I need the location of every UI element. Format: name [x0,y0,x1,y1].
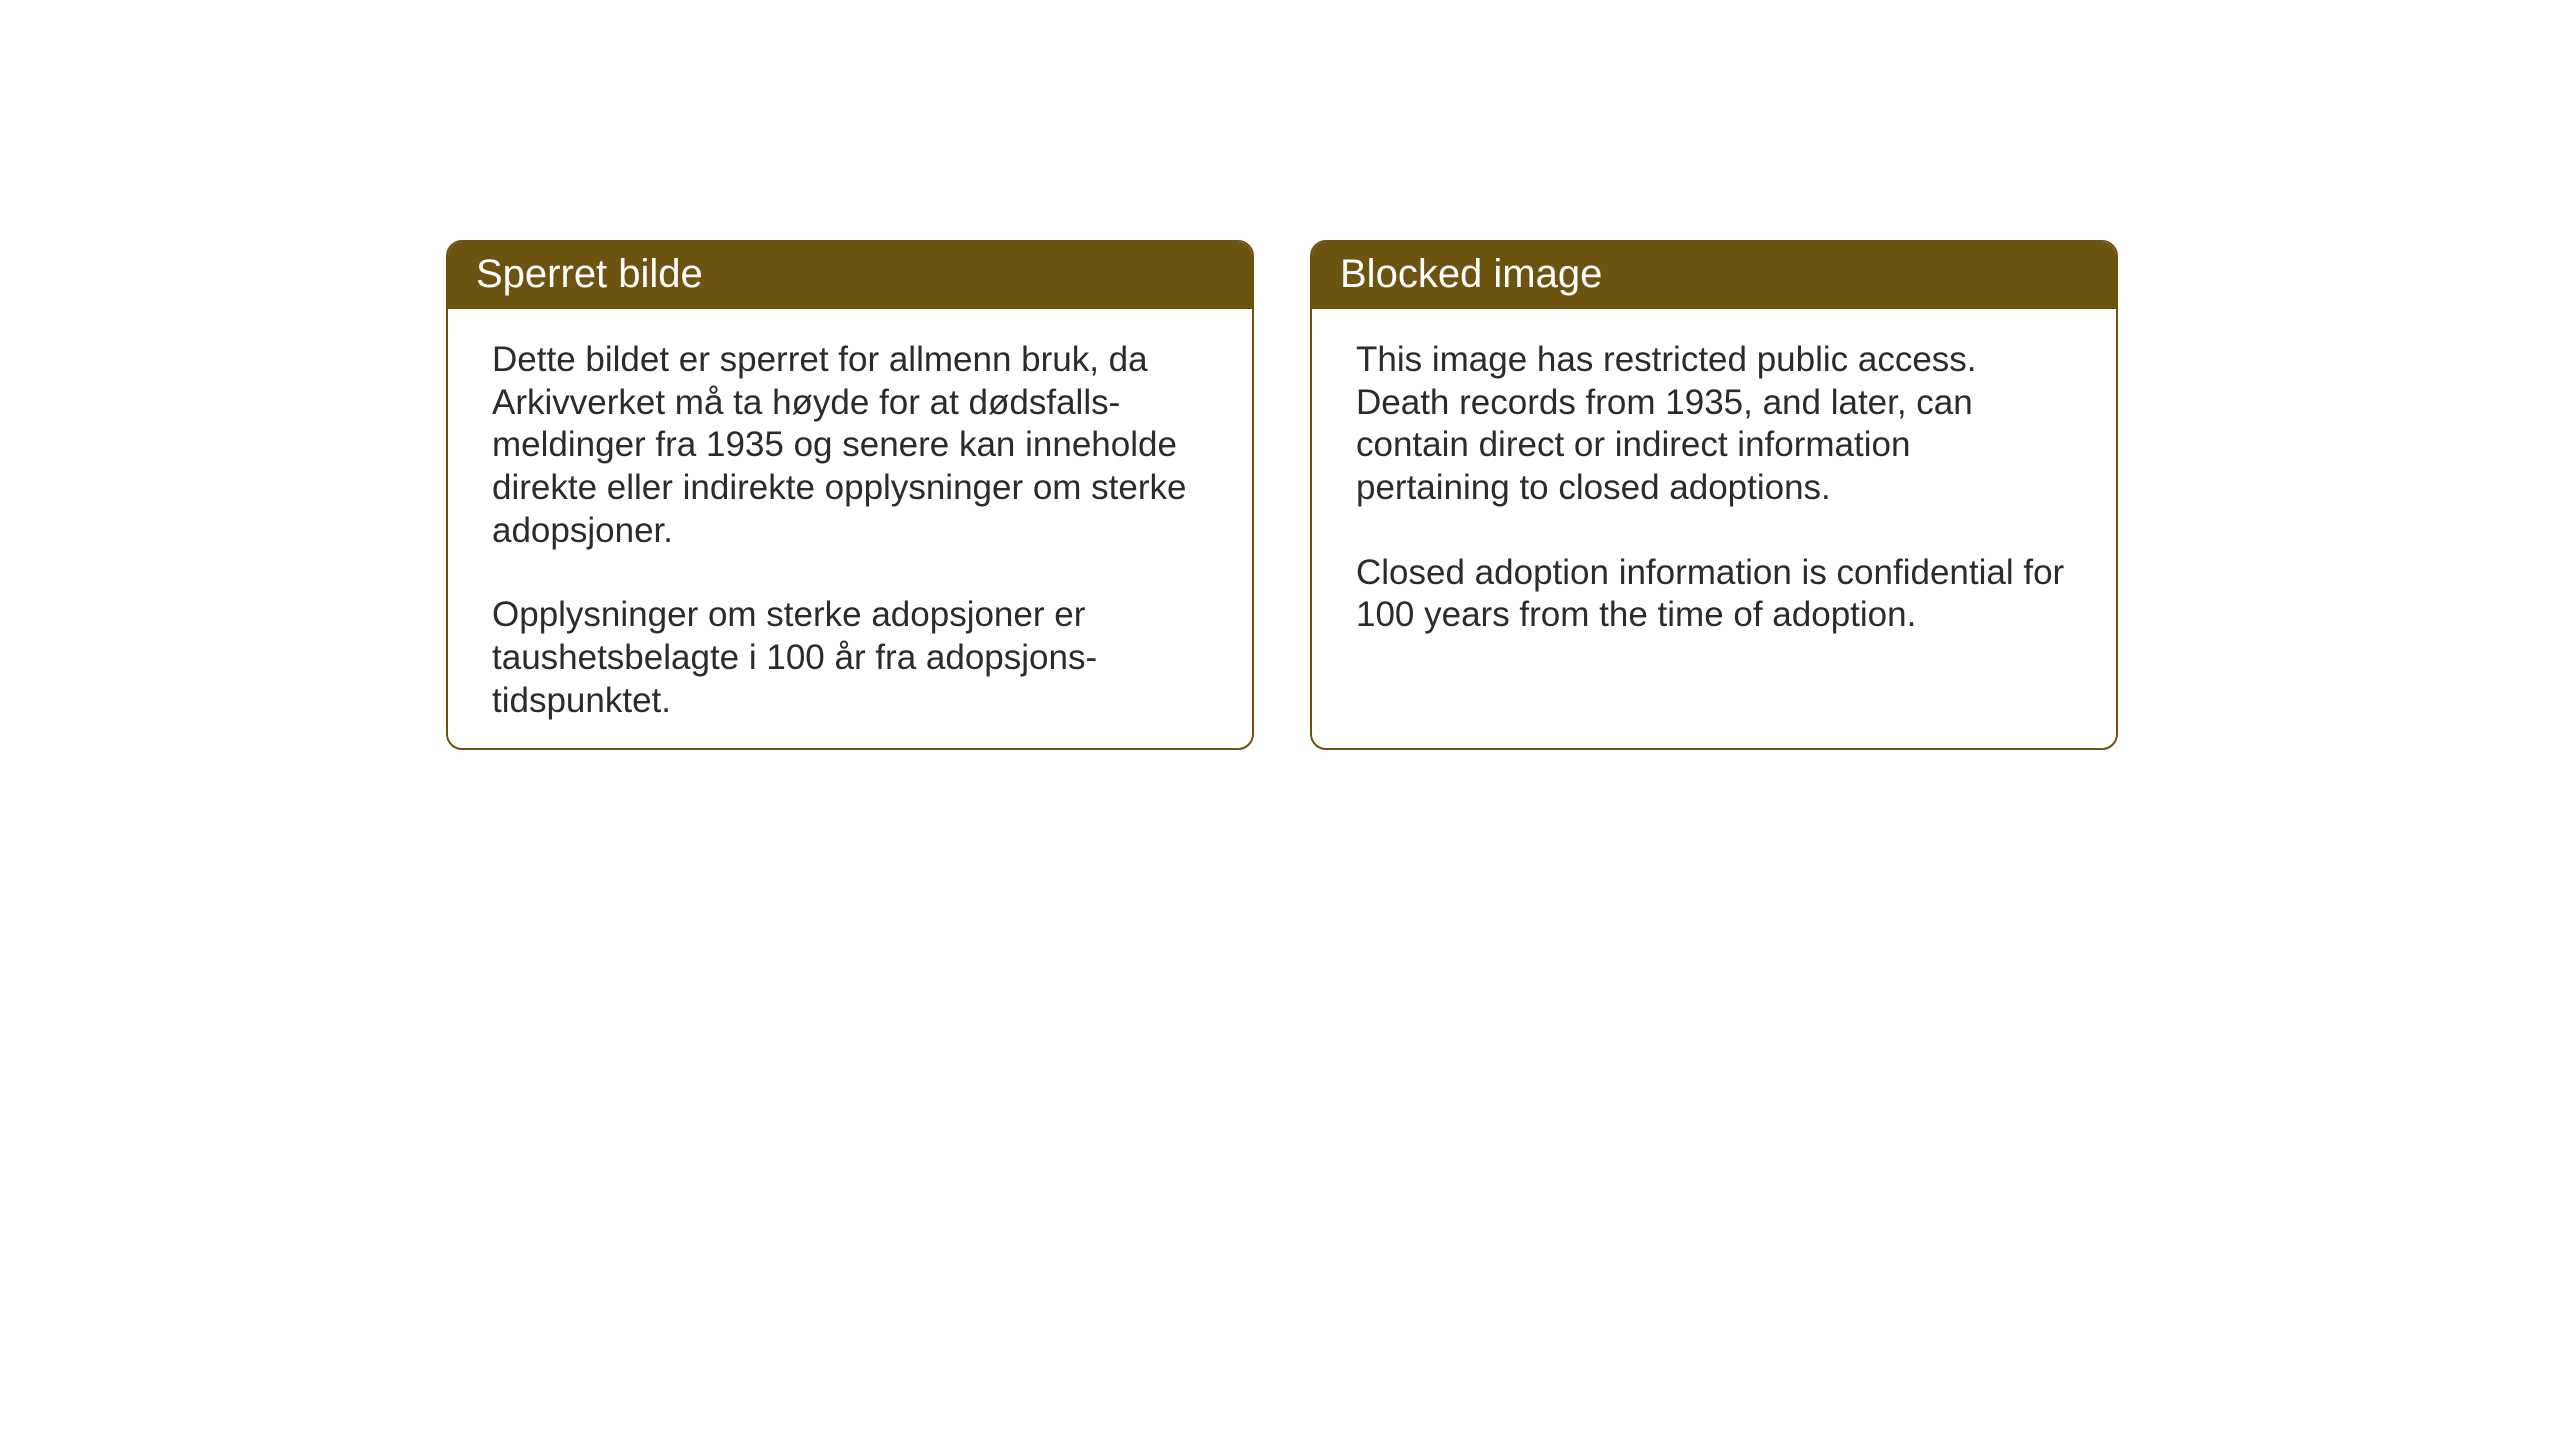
notice-card-english: Blocked image This image has restricted … [1310,240,2118,750]
card-body-english: This image has restricted public access.… [1312,309,2116,681]
notice-container: Sperret bilde Dette bildet er sperret fo… [446,240,2118,750]
card-header-norwegian: Sperret bilde [448,242,1252,309]
notice-card-norwegian: Sperret bilde Dette bildet er sperret fo… [446,240,1254,750]
card-body-norwegian: Dette bildet er sperret for allmenn bruk… [448,309,1252,750]
paragraph-1-norwegian: Dette bildet er sperret for allmenn bruk… [492,339,1208,552]
paragraph-1-english: This image has restricted public access.… [1356,339,2072,510]
card-header-english: Blocked image [1312,242,2116,309]
paragraph-2-english: Closed adoption information is confident… [1356,552,2072,637]
paragraph-2-norwegian: Opplysninger om sterke adopsjoner er tau… [492,594,1208,722]
